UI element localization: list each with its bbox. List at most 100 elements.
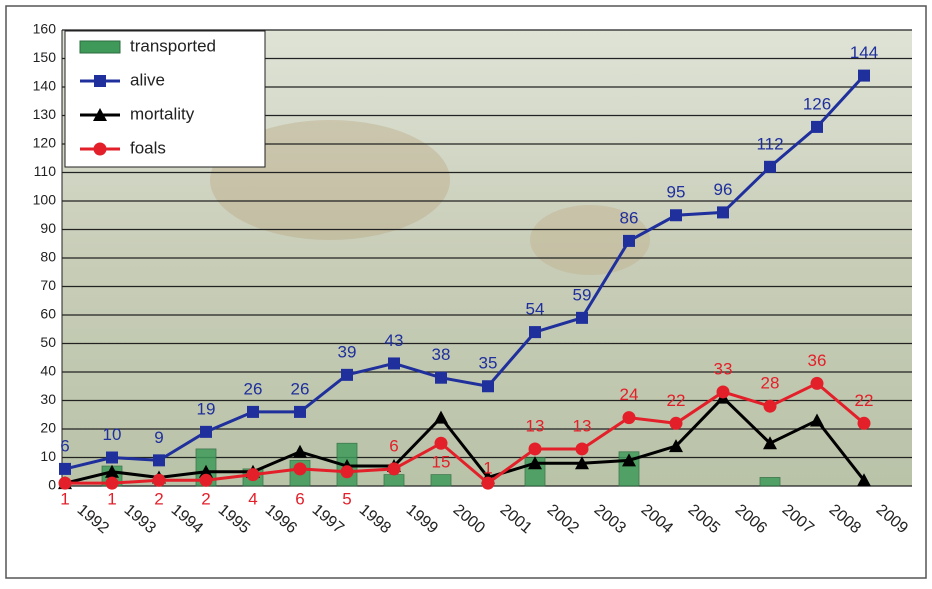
marker	[575, 456, 589, 470]
marker	[246, 468, 260, 482]
data-label: 4	[248, 489, 257, 508]
frame	[5, 5, 927, 579]
data-label: 1	[107, 489, 116, 508]
marker	[294, 405, 306, 418]
y-tick-label: 100	[33, 192, 57, 208]
data-label: 6	[60, 436, 69, 455]
marker	[716, 385, 730, 399]
legend-label: mortality	[130, 104, 195, 123]
y-tick-label: 30	[40, 391, 56, 407]
marker	[670, 209, 682, 222]
legend-symbol	[79, 40, 121, 54]
legend-label: transported	[130, 36, 216, 55]
legend-symbol	[93, 142, 107, 156]
y-tick-label: 70	[40, 277, 56, 293]
data-label: 1	[60, 489, 69, 508]
marker	[623, 234, 635, 247]
marker	[481, 476, 495, 490]
y-tick-label: 50	[40, 334, 56, 350]
y-tick-label: 140	[33, 78, 57, 94]
marker	[293, 462, 307, 476]
data-label: 24	[620, 385, 639, 404]
data-label: 26	[291, 379, 310, 398]
data-label: 10	[103, 425, 122, 444]
marker	[200, 425, 212, 438]
data-label: 26	[244, 379, 263, 398]
legend-symbol	[93, 108, 107, 121]
data-label: 22	[667, 391, 686, 410]
data-label: 1	[483, 459, 492, 478]
marker	[199, 464, 213, 478]
marker	[293, 444, 307, 458]
marker	[858, 69, 870, 82]
data-label: 36	[808, 351, 827, 370]
data-label: 96	[714, 180, 733, 199]
data-label: 35	[479, 354, 498, 373]
y-tick-label: 20	[40, 420, 56, 436]
marker	[529, 326, 541, 339]
marker	[340, 465, 354, 479]
line	[64, 74, 866, 471]
data-label: 86	[620, 208, 639, 227]
bar	[383, 474, 405, 487]
marker	[669, 439, 683, 453]
marker	[388, 357, 400, 370]
marker	[717, 206, 729, 219]
y-tick-label: 130	[33, 106, 57, 122]
marker	[482, 380, 494, 393]
bar	[759, 477, 781, 487]
data-label: 28	[761, 374, 780, 393]
marker	[105, 476, 119, 490]
data-label: 9	[154, 428, 163, 447]
data-label: 112	[756, 134, 783, 153]
data-label: 6	[295, 489, 304, 508]
marker	[247, 405, 259, 418]
data-label: 54	[526, 300, 545, 319]
data-label: 43	[385, 331, 404, 350]
y-tick-label: 40	[40, 363, 56, 379]
marker	[434, 436, 448, 450]
y-tick-label: 150	[33, 49, 57, 65]
data-label: 144	[850, 43, 878, 62]
legend-symbol	[94, 75, 106, 87]
y-tick-label: 120	[33, 135, 57, 151]
marker	[575, 442, 589, 456]
marker	[857, 416, 871, 430]
data-label: 33	[714, 359, 733, 378]
y-tick-label: 0	[48, 477, 56, 493]
marker	[528, 442, 542, 456]
marker	[857, 473, 871, 487]
data-label: 6	[389, 436, 398, 455]
line	[64, 395, 866, 485]
marker	[58, 476, 72, 490]
data-label: 13	[526, 416, 545, 435]
marker	[105, 464, 119, 478]
y-tick-label: 160	[33, 21, 57, 37]
marker	[764, 160, 776, 173]
data-label: 59	[573, 285, 592, 304]
marker	[152, 473, 166, 487]
marker	[622, 411, 636, 425]
marker	[435, 371, 447, 384]
marker	[106, 451, 118, 464]
data-label: 13	[573, 416, 592, 435]
legend-label: alive	[130, 70, 165, 89]
marker	[811, 120, 823, 133]
marker	[810, 413, 824, 427]
y-tick-label: 80	[40, 249, 56, 265]
data-label: 5	[342, 489, 351, 508]
data-label: 38	[432, 345, 451, 364]
y-tick-label: 90	[40, 220, 56, 236]
marker	[153, 454, 165, 467]
bar	[430, 474, 452, 487]
data-label: 15	[432, 453, 451, 472]
data-label: 2	[154, 489, 163, 508]
data-label: 2	[201, 489, 210, 508]
legend-label: foals	[130, 138, 166, 157]
photo-shape	[210, 120, 450, 240]
data-label: 22	[855, 391, 874, 410]
marker	[387, 462, 401, 476]
y-tick-label: 110	[34, 163, 57, 179]
data-label: 19	[197, 399, 216, 418]
